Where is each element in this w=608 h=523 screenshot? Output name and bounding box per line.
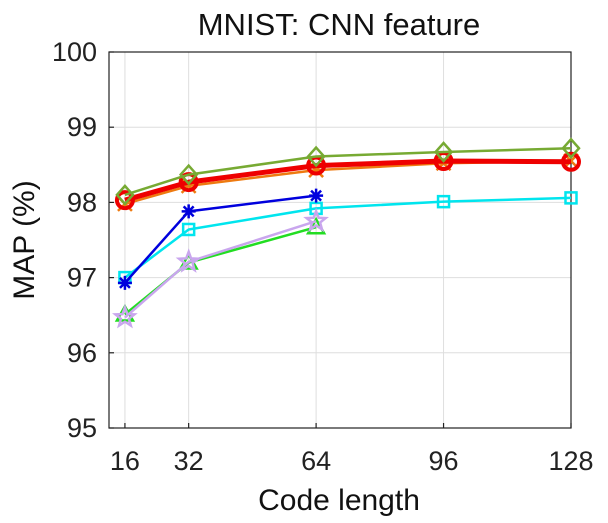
series-line [124,220,317,319]
square-marker [436,194,451,209]
y-tick-label: 95 [67,413,97,443]
y-axis-label: MAP (%) [8,180,41,299]
chart-title: MNIST: CNN feature [198,7,481,42]
star-marker [112,303,138,329]
asterisk-marker [309,188,324,203]
plot-frame [108,51,572,429]
x-tick-label: 128 [548,446,593,476]
square-marker [181,222,196,237]
series-7 [115,137,581,206]
ticks: 16 32 64 96 128 95 96 97 98 99 100 [52,37,594,476]
square-marker [564,191,578,205]
diamond-marker [561,137,581,160]
asterisk-marker [117,275,132,290]
series-line [124,225,317,316]
circle-marker [561,151,581,172]
asterisk-marker [181,204,196,219]
diamond-marker [306,145,326,168]
series-line [124,147,572,197]
y-tick-label: 97 [67,263,97,293]
circle-marker [114,190,135,211]
x-tick-label: 96 [429,446,459,476]
x-tick-label: 16 [110,446,140,476]
star-marker [303,207,329,233]
y-tick-label: 98 [67,187,97,217]
diamond-marker [433,141,454,163]
star-marker [175,248,202,273]
diamond-marker [115,183,135,206]
y-tick-label: 99 [67,112,97,142]
x-tick-label: 32 [174,446,204,476]
x-axis-label: Code length [258,484,420,517]
y-tick-label: 96 [67,338,97,368]
series-4 [112,207,329,329]
series-3 [114,216,327,322]
x-tick-label: 64 [301,446,331,476]
series-group [112,137,581,329]
diamond-marker [178,163,199,186]
grid [109,51,572,429]
series-line [123,194,317,284]
y-tick-label: 100 [52,37,97,67]
series-2 [117,188,324,290]
